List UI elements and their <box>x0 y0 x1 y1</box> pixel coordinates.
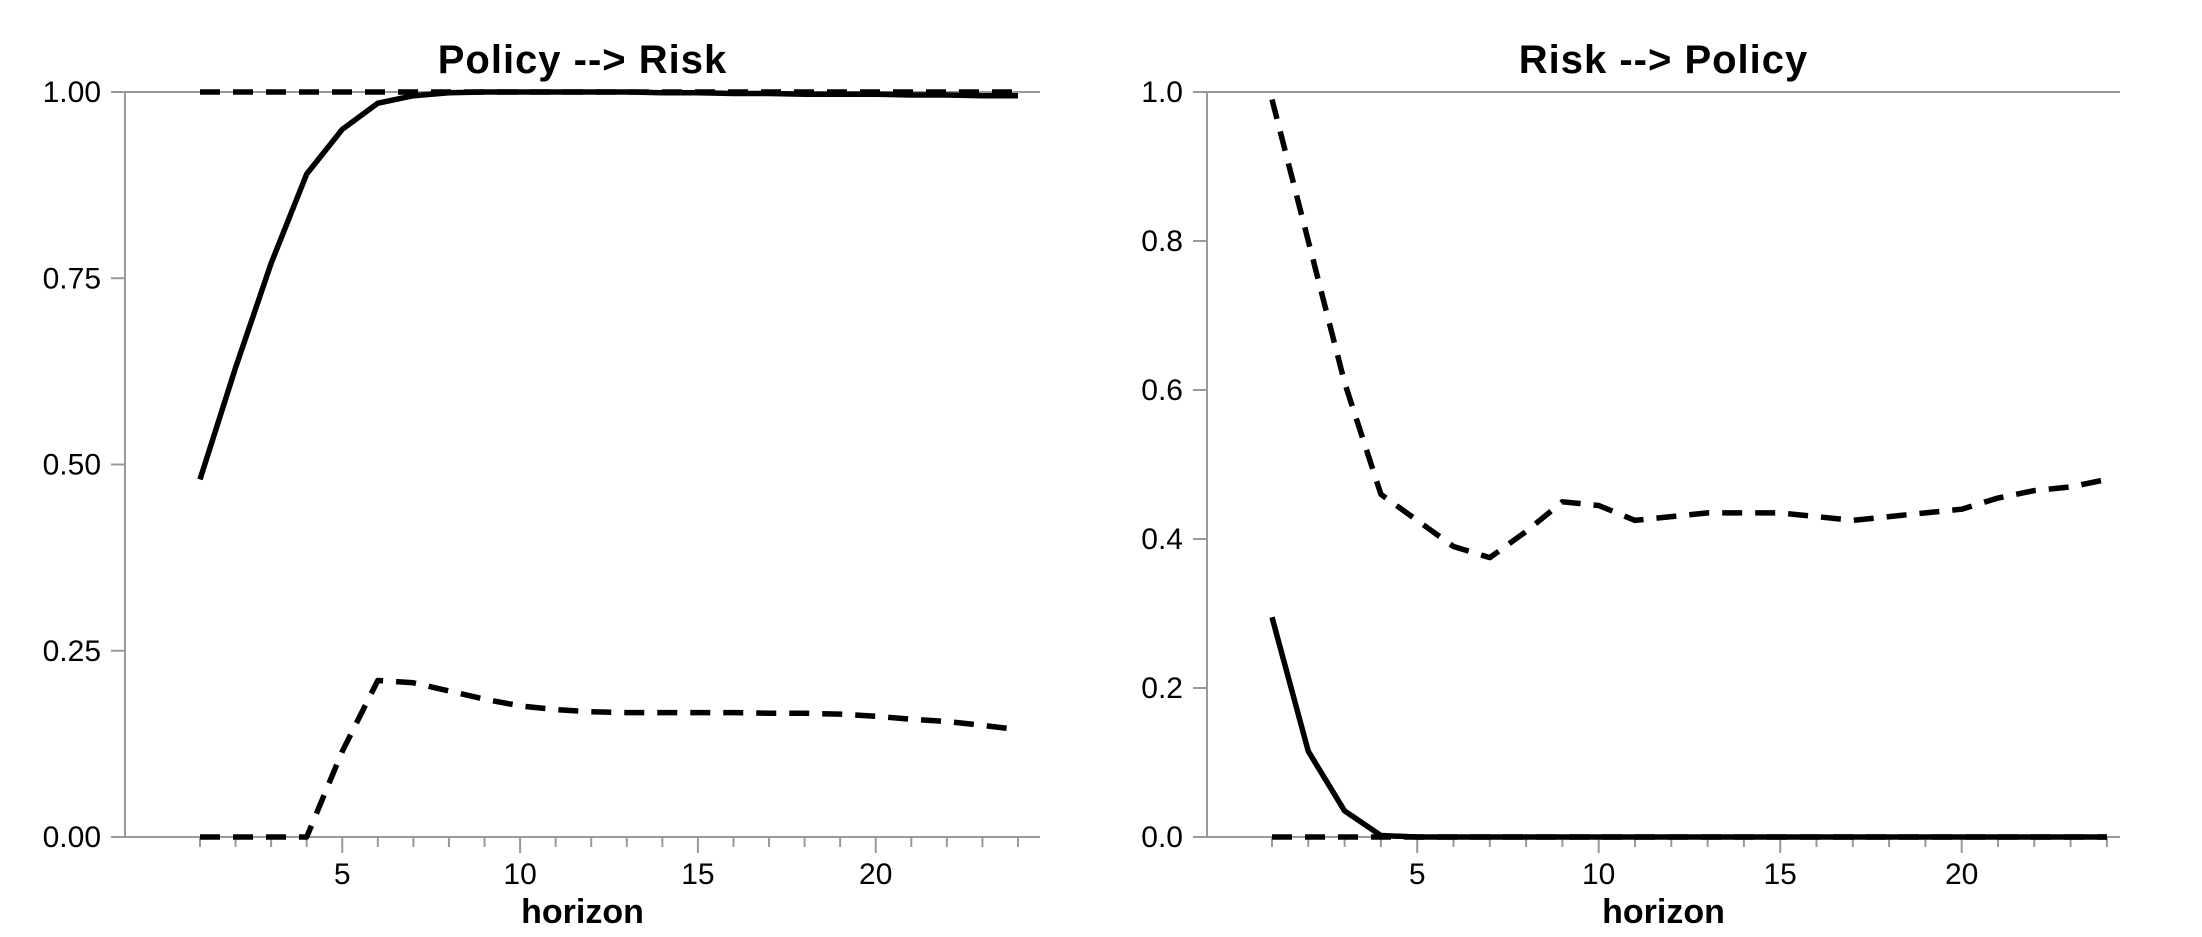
x-tick-label: 5 <box>1409 858 1426 891</box>
y-tick-label: 1.0 <box>1141 76 1183 109</box>
x-tick-label: 5 <box>334 858 351 891</box>
y-tick-label: 0.50 <box>43 449 101 482</box>
panel-risk-to-policy: Risk --> Policy 1.0 0.8 0.6 0.4 0.2 0.0 5 10 15 2… <box>1101 0 2202 937</box>
panel-policy-to-risk: Policy --> Risk 1.00 0.75 0.50 0.25 0.00 5 10 1… <box>43 38 1040 931</box>
series-point-estimate-line <box>1269 616 2107 840</box>
y-tick-label: 1.00 <box>43 76 101 109</box>
y-tick-label: 0.0 <box>1141 821 1183 854</box>
series-upper-band-line <box>1269 98 2108 561</box>
line-chart-policy-to-risk: 1.00 0.75 0.50 0.25 0.00 5 10 15 20 <box>43 76 1040 891</box>
chart-title-policy-to-risk: Policy --> Risk <box>437 38 728 82</box>
y-tick-label: 0.00 <box>43 821 101 854</box>
y-tick-label: 0.25 <box>43 635 101 668</box>
line-chart-risk-to-policy: 1.0 0.8 0.6 0.4 0.2 0.0 5 10 15 20 <box>1141 76 2120 891</box>
x-tick-label: 20 <box>1945 858 1978 891</box>
y-tick-label: 0.8 <box>1141 225 1183 258</box>
x-tick-label: 10 <box>503 858 536 891</box>
y-tick-label: 0.2 <box>1141 672 1183 705</box>
x-tick-label: 15 <box>681 858 714 891</box>
y-tick-label: 0.75 <box>43 262 101 295</box>
x-axis-label: horizon <box>521 893 644 931</box>
x-tick-label: 20 <box>859 858 892 891</box>
x-tick-label: 10 <box>1582 858 1615 891</box>
chart-title-risk-to-policy: Risk --> Policy <box>1518 38 1809 82</box>
series-lower-band-line <box>200 677 1019 840</box>
x-axis-label: horizon <box>1602 893 1725 931</box>
y-tick-label: 0.6 <box>1141 374 1183 407</box>
y-tick-label: 0.4 <box>1141 523 1183 556</box>
series-point-estimate-line <box>197 89 1018 481</box>
x-tick-label: 15 <box>1764 858 1797 891</box>
